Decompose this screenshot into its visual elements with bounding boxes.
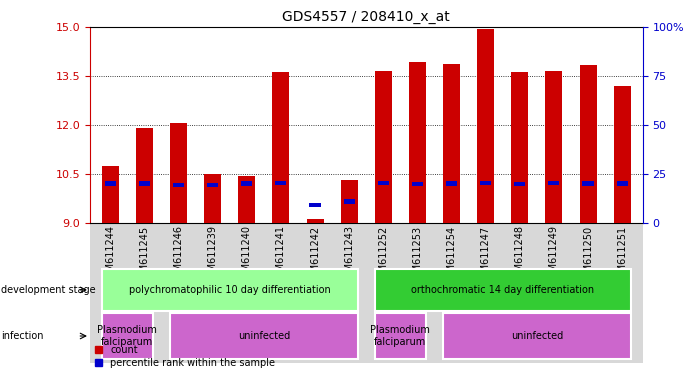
Bar [136, 128, 153, 223]
Bar [480, 181, 491, 185]
Bar [173, 183, 184, 187]
Title: GDS4557 / 208410_x_at: GDS4557 / 208410_x_at [283, 10, 450, 25]
Bar [343, 199, 354, 204]
Bar [272, 71, 290, 223]
Bar [341, 180, 358, 223]
Text: infection: infection [1, 331, 44, 341]
Bar [204, 174, 221, 223]
Bar [170, 123, 187, 223]
Bar [276, 181, 287, 185]
Legend: count, percentile rank within the sample: count, percentile rank within the sample [95, 345, 275, 367]
Bar [545, 71, 562, 223]
Text: uninfected: uninfected [511, 331, 563, 341]
Bar [378, 181, 389, 185]
Bar [375, 269, 631, 311]
Bar [616, 181, 627, 186]
Bar [238, 176, 256, 223]
Bar [241, 181, 252, 186]
Text: Plasmodium
falciparum: Plasmodium falciparum [97, 325, 158, 347]
Bar [207, 183, 218, 187]
Bar [549, 181, 560, 185]
Bar [583, 181, 594, 186]
Bar [139, 181, 150, 186]
Bar [105, 181, 116, 186]
Text: development stage: development stage [1, 285, 95, 295]
Bar [102, 313, 153, 359]
Bar [446, 181, 457, 186]
Text: Plasmodium
falciparum: Plasmodium falciparum [370, 325, 430, 347]
Bar [443, 313, 631, 359]
Bar [614, 86, 631, 223]
Bar [102, 166, 119, 223]
Bar [477, 28, 494, 223]
Bar [310, 203, 321, 207]
Bar [511, 72, 529, 223]
Bar [102, 269, 358, 311]
Bar [514, 182, 525, 186]
Bar [375, 313, 426, 359]
Bar [443, 65, 460, 223]
Bar [412, 182, 423, 186]
Bar [307, 219, 323, 223]
Bar [375, 71, 392, 223]
Text: uninfected: uninfected [238, 331, 290, 341]
Text: orthochromatic 14 day differentiation: orthochromatic 14 day differentiation [411, 285, 594, 295]
Bar [409, 62, 426, 223]
Text: polychromatophilic 10 day differentiation: polychromatophilic 10 day differentiatio… [129, 285, 330, 295]
Bar [580, 65, 596, 223]
Bar [170, 313, 358, 359]
